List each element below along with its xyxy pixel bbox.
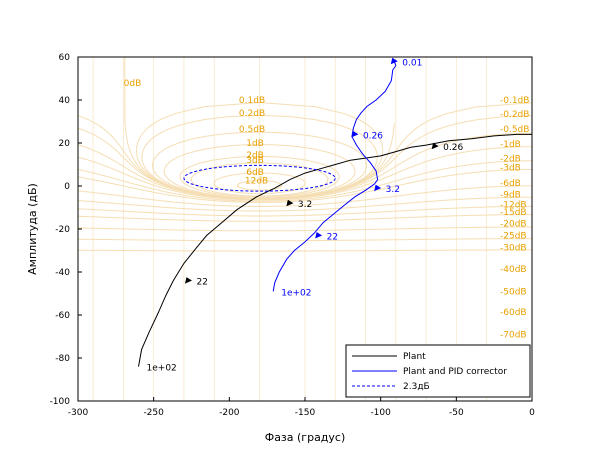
legend: Plant Plant and PID corrector 2.3дБ [345,344,531,398]
y-tick-label: 20 [59,139,71,149]
x-tick-label: -200 [219,408,240,418]
iso-gain-label: 2dB [246,151,264,161]
iso-gain-label: -9dB [500,191,521,201]
y-tick-label: 60 [59,53,71,63]
iso-gain-label: 6dB [246,168,264,178]
y-tick-label: -100 [50,397,71,407]
pid-curve [272,61,397,292]
iso-gain-curve-0db [124,57,395,200]
plant-curve [138,133,532,367]
iso-gain-label: -2dB [500,154,521,164]
frequency-arrow-marker [390,57,398,65]
axes: -300 -250 -200 -150 -100 -50 0-100-80-60-40-20… [50,53,536,418]
frequency-arrow-marker [374,184,382,192]
iso-gain-label: 3dB [246,156,264,166]
x-tick-label: 0 [529,408,535,418]
frequency-label: 22 [327,232,338,242]
series-layer [138,61,532,367]
y-tick-label: -20 [55,225,70,235]
iso-gain-label: -1dB [500,140,521,150]
frequency-arrow-marker [431,142,439,150]
frequency-label: 0.01 [402,58,422,68]
x-tick-label: -300 [68,408,89,418]
frequency-label: 22 [196,278,207,288]
y-tick-label: 40 [59,96,71,106]
y-axis-title: Амплитуда (дБ) [26,183,39,275]
x-axis-title: Фаза (градус) [265,431,346,444]
frequency-arrow-marker [286,199,294,207]
frequency-arrow-marker [315,231,323,239]
legend-label-margin: 2.3дБ [403,382,430,392]
x-tick-label: -50 [449,408,464,418]
frequency-label: 1e+02 [281,288,311,298]
frequency-labels: 1e+02 22 3.2 0.26 1e+02 22 3.2 0.26 0.01 [147,57,463,374]
iso-gain-label: -3dB [500,164,521,174]
legend-label-plant: Plant [403,352,426,362]
frequency-arrow-marker [351,130,359,138]
legend-label-pid: Plant and PID corrector [403,367,507,377]
iso-gain-label: -70dB [500,330,527,340]
margin-contour-ellipse [183,164,336,192]
y-tick-label: -60 [55,311,70,321]
x-tick-label: -250 [143,408,164,418]
iso-gain-label: -20dB [500,220,527,230]
y-tick-label: -80 [55,354,70,364]
y-tick-label: 0 [64,182,70,192]
iso-gain-grid [78,57,532,401]
frequency-label: 1e+02 [147,364,177,374]
frequency-label: 0.26 [363,131,383,141]
iso-gain-label: -0.5dB [500,125,529,135]
iso-gain-label: 0.5dB [239,125,265,135]
x-tick-label: -150 [295,408,316,418]
iso-gain-label: -15dB [500,208,527,218]
iso-gain-label: 0.2dB [239,109,265,119]
iso-gain-label: -6dB [500,179,521,189]
iso-gain-label: -60dB [500,308,527,318]
iso-gain-label: -12dB [500,200,527,210]
iso-gain-label: -30dB [500,243,527,253]
frequency-arrow-marker [184,277,192,284]
iso-gain-label: 12dB [245,177,268,187]
y-tick-label: -40 [55,268,70,278]
iso-gain-label: -40dB [500,265,527,275]
x-tick-label: -100 [370,408,391,418]
iso-gain-label: -0.2dB [500,110,529,120]
frequency-label: 3.2 [386,185,400,195]
iso-gain-label: 1dB [246,139,264,149]
frequency-label: 0.26 [443,143,463,153]
frequency-label: 3.2 [298,200,312,210]
iso-gain-label: 0.1dB [239,96,265,106]
iso-gain-label: -25dB [500,231,527,241]
iso-gain-label: -50dB [500,287,527,297]
iso-gain-label: -0.1dB [500,96,529,106]
iso-gain-label: 0dB [124,79,142,89]
